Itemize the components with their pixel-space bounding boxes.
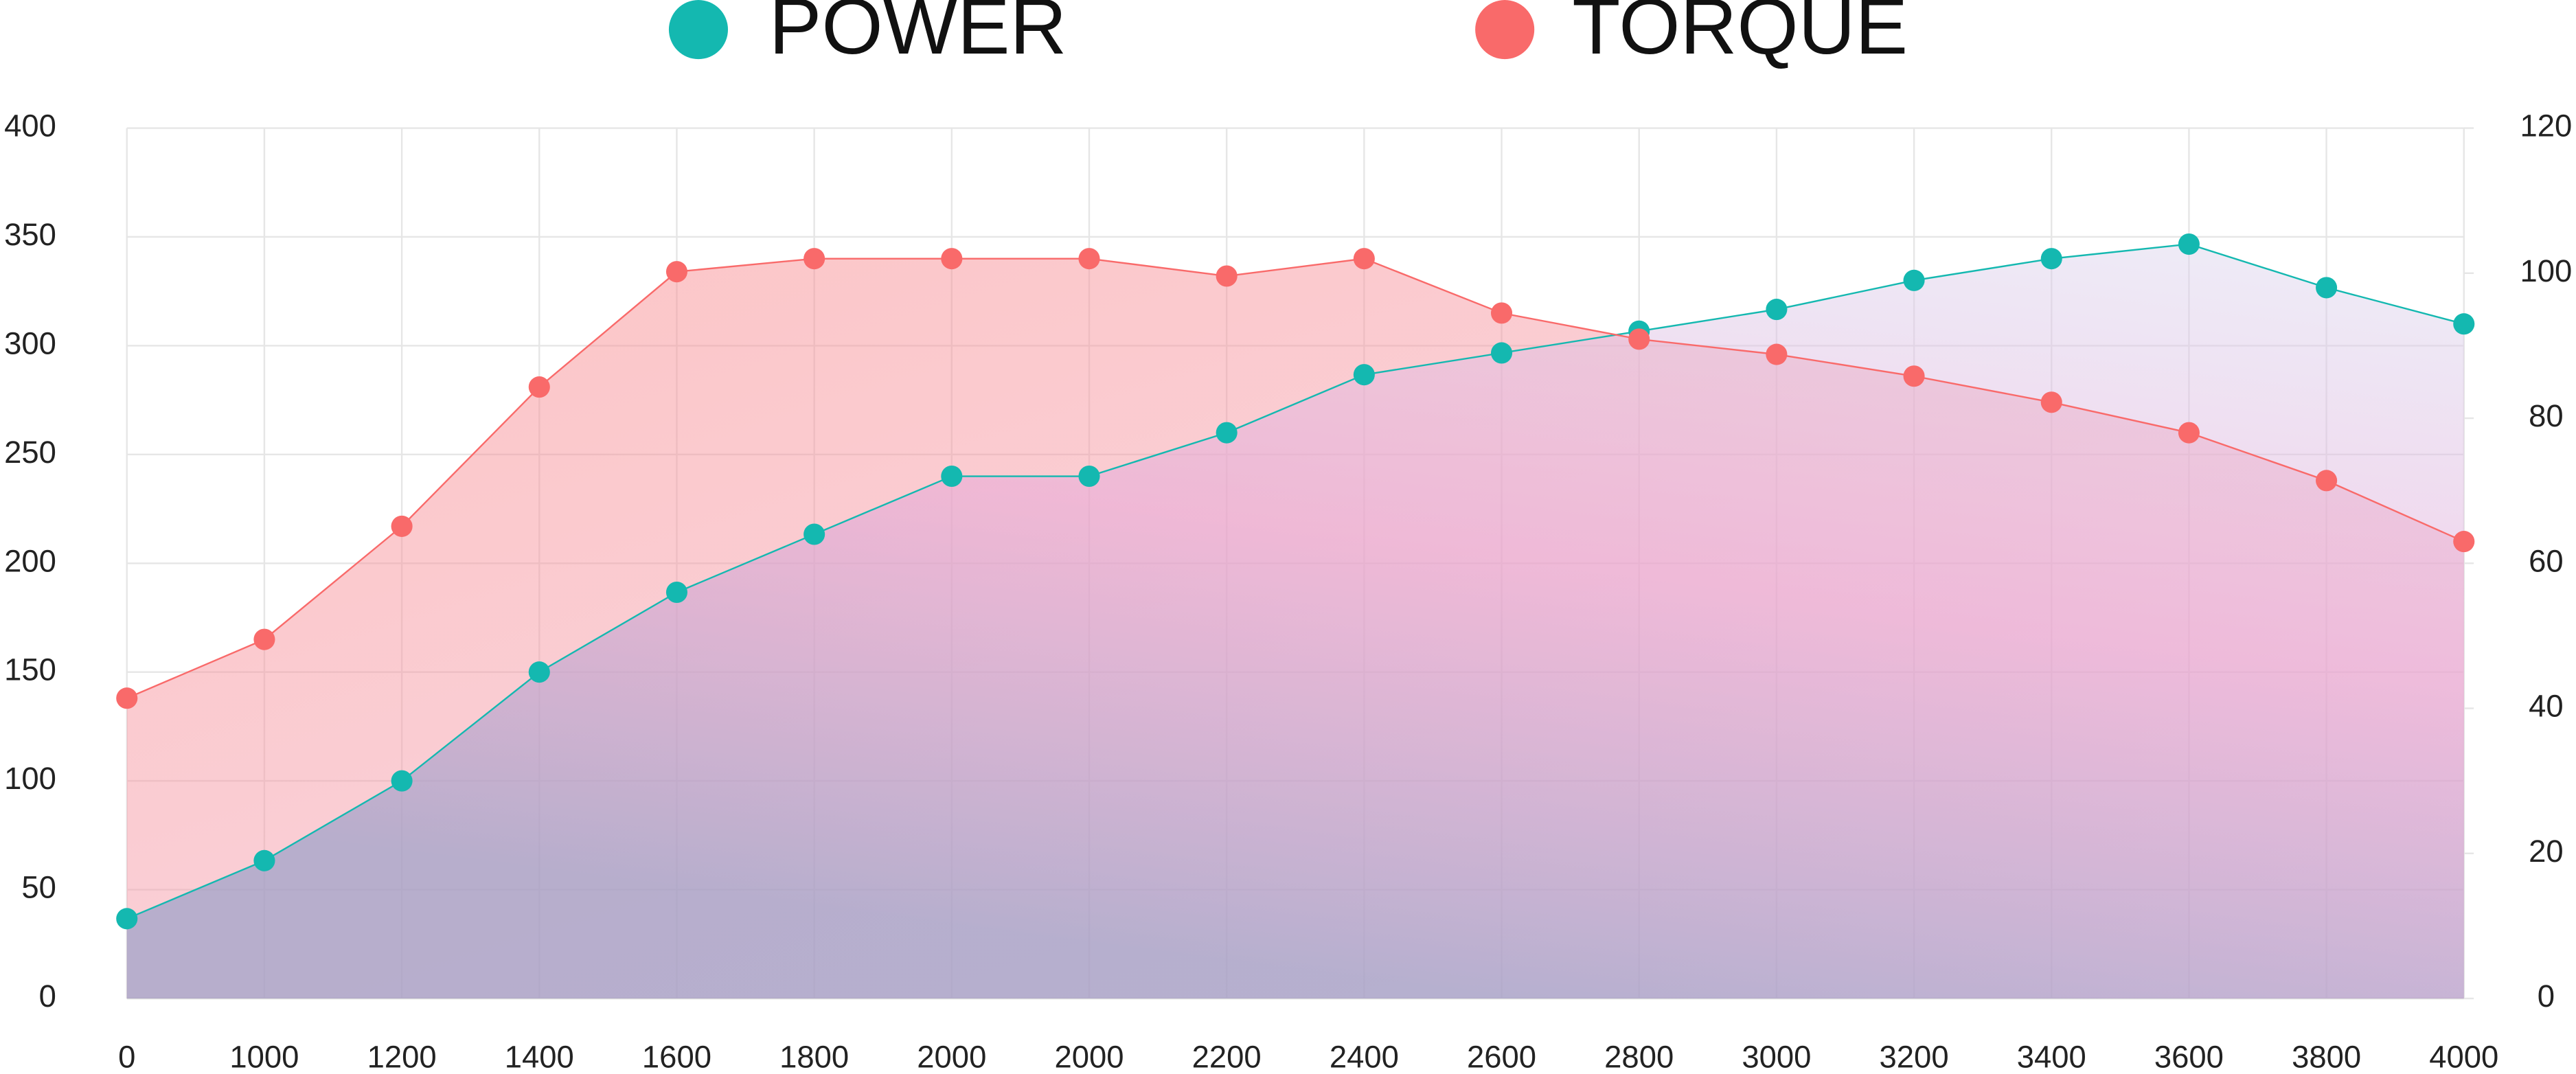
areas: [126, 244, 2464, 998]
y-tick-label: 200: [4, 543, 56, 578]
x-tick-label: 2000: [917, 1039, 986, 1074]
data-point: [2178, 422, 2200, 444]
data-point: [1628, 328, 1650, 350]
data-point: [2040, 391, 2062, 413]
x-tick-label: 4000: [2429, 1039, 2498, 1074]
y-tick-label: 0: [39, 979, 56, 1014]
x-tick-label: 1800: [779, 1039, 849, 1074]
y-tick-label: 350: [4, 217, 56, 252]
x-tick-label: 2000: [1054, 1039, 1124, 1074]
data-point: [528, 661, 550, 683]
data-point: [1353, 364, 1375, 386]
y2-tick-label: 60: [2529, 543, 2564, 578]
labels: 0501001502002503003504000204060801001200…: [4, 0, 2572, 1074]
x-tick-label: 3400: [2017, 1039, 2086, 1074]
y2-tick-label: 0: [2538, 979, 2555, 1014]
series-line: [126, 243, 2465, 919]
y-tick-label: 50: [21, 870, 56, 905]
legend-marker: [668, 0, 729, 60]
data-point: [116, 908, 138, 930]
data-point: [1490, 342, 1513, 364]
data-point: [1216, 422, 1238, 444]
x-tick-label: 1400: [505, 1039, 574, 1074]
y2-tick-label: 40: [2529, 689, 2564, 724]
data-point: [1766, 343, 1788, 365]
y2-tick-label: 20: [2529, 834, 2564, 869]
y-tick-label: 400: [4, 108, 56, 144]
data-point: [1903, 269, 1925, 291]
y2-tick-label: 120: [2520, 108, 2572, 144]
x-tick-label: 2600: [1467, 1039, 1536, 1074]
y-tick-label: 250: [4, 435, 56, 470]
data-point: [528, 376, 550, 398]
y2-tick-label: 100: [2520, 253, 2572, 288]
data-point: [253, 628, 275, 650]
x-tick-label: 0: [118, 1039, 135, 1074]
x-tick-label: 3600: [2154, 1039, 2224, 1074]
data-point: [665, 581, 688, 604]
series-area: [126, 244, 2464, 998]
data-point: [2040, 248, 2062, 270]
data-point: [1353, 248, 1375, 270]
x-tick-label: 1600: [642, 1039, 711, 1074]
y-tick-label: 300: [4, 325, 56, 361]
data-point: [1078, 248, 1100, 270]
data-point: [1903, 365, 1925, 387]
x-tick-label: 2200: [1192, 1039, 1262, 1074]
legend-label: POWER: [769, 0, 1067, 71]
data-point: [803, 248, 825, 270]
data-point: [391, 770, 413, 792]
data-point: [1766, 299, 1788, 321]
data-point: [2316, 470, 2338, 492]
data-point: [2453, 531, 2475, 553]
data-point: [665, 261, 688, 283]
data-point: [803, 523, 825, 545]
y2-tick-label: 80: [2529, 398, 2564, 433]
data-point: [253, 849, 275, 871]
x-tick-label: 3000: [1742, 1039, 1811, 1074]
data-point: [2316, 277, 2338, 299]
data-point: [1216, 265, 1238, 287]
data-point: [2453, 313, 2475, 335]
data-point: [1490, 302, 1513, 324]
y-tick-label: 150: [4, 652, 56, 687]
x-tick-label: 3200: [1880, 1039, 1949, 1074]
y-tick-label: 100: [4, 761, 56, 796]
data-point: [1078, 465, 1100, 488]
lines: [116, 233, 2475, 930]
x-tick-label: 3800: [2292, 1039, 2361, 1074]
series-line: [126, 258, 2465, 699]
data-point: [2178, 233, 2200, 255]
data-point: [116, 687, 138, 709]
x-tick-label: 1200: [367, 1039, 437, 1074]
legend-marker: [1475, 0, 1535, 60]
data-point: [941, 465, 963, 488]
data-point: [391, 515, 413, 537]
data-point: [941, 248, 963, 270]
x-tick-label: 2400: [1330, 1039, 1399, 1074]
x-tick-label: 2800: [1604, 1039, 1674, 1074]
legend-label: TORQUE: [1572, 0, 1908, 71]
x-tick-label: 1000: [229, 1039, 299, 1074]
